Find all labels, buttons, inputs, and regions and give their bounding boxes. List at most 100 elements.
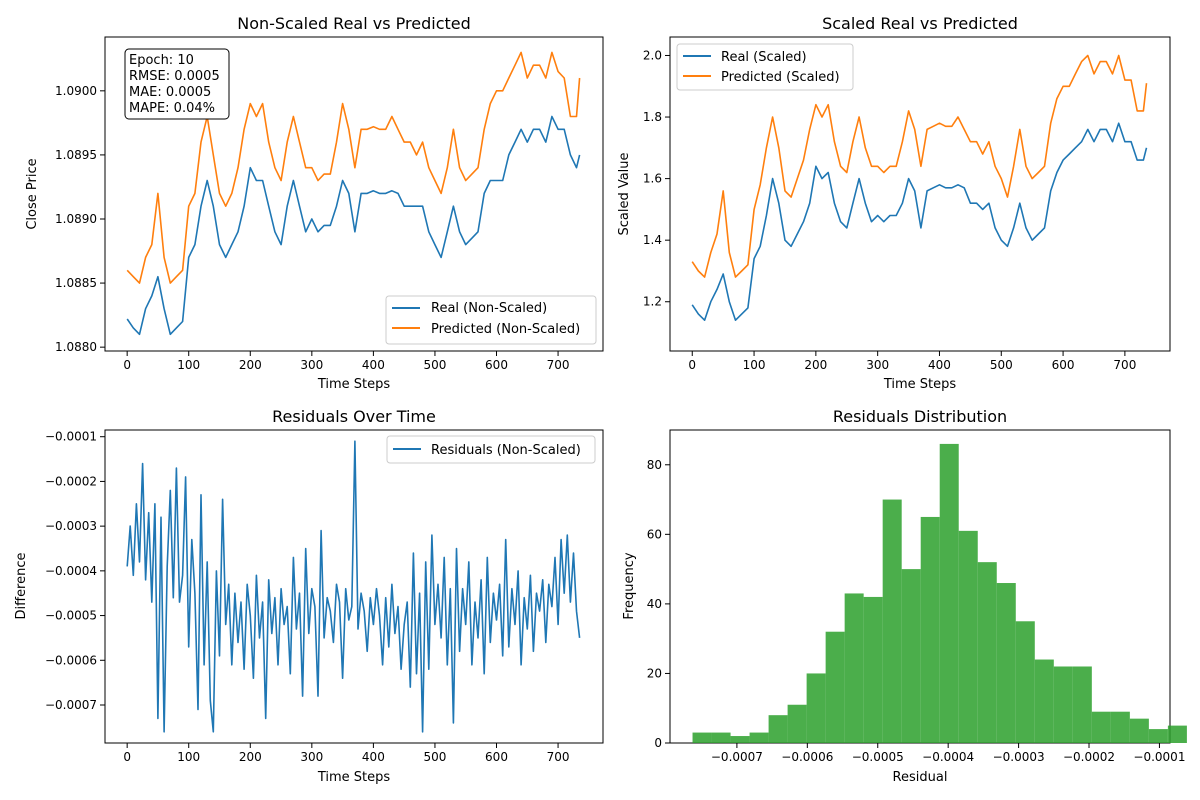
series-line-real-scaled [691,122,1148,322]
histogram-bar [1072,666,1092,743]
x-tick-label: 500 [423,358,446,372]
metrics-annotation: Epoch: 10 RMSE: 0.0005 MAE: 0.0005 MAPE:… [124,48,230,120]
x-tick-label: −0.0001 [1133,750,1185,764]
histogram-bar [1129,718,1149,743]
y-tick-label: −0.0001 [45,430,97,444]
y-tick-label: −0.0004 [45,564,97,578]
x-tick-label: 200 [239,750,262,764]
histogram-bar [825,631,845,743]
legend-label-predicted: Predicted (Non-Scaled) [431,322,580,337]
y-tick-label: 40 [647,597,662,611]
legend-label-real: Real (Non-Scaled) [431,301,547,316]
x-tick-label: 700 [547,358,570,372]
plot-frame [104,36,604,352]
x-tick-label: 700 [1113,358,1136,372]
histogram-bar [768,715,788,743]
x-axis-label: Time Steps [883,377,957,392]
legend-label-predicted: Predicted (Scaled) [721,70,840,85]
x-tick-label: 400 [362,358,385,372]
x-tick-label: −0.0004 [922,750,974,764]
y-tick-label: −0.0002 [45,474,97,488]
histogram-bar [787,704,807,743]
y-axis-label: Difference [14,552,29,619]
x-axis-label: Residual [893,770,948,785]
y-tick-label: 2.0 [643,48,662,62]
x-tick-label: 600 [485,358,508,372]
x-tick-label: 500 [423,750,446,764]
legend-label-residuals: Residuals (Non-Scaled) [431,443,581,458]
legend-box [385,295,597,345]
x-tick-label: −0.0006 [781,750,833,764]
y-tick-label: 1.2 [643,295,662,309]
histogram-bar [958,530,978,743]
chart-title: Non-Scaled Real vs Predicted [237,14,471,33]
y-tick-label: −0.0005 [45,609,97,623]
annotation-rmse: RMSE: 0.0005 [129,69,220,84]
series-line-real-non-scaled [126,115,581,336]
y-tick-label: 1.8 [643,110,662,124]
y-axis-label: Scaled Value [617,152,632,235]
x-tick-label: 0 [688,358,696,372]
histogram-bar [1167,725,1187,743]
y-tick-label: 1.4 [643,233,662,247]
legend-box [386,435,596,464]
histogram-bar [844,593,864,743]
x-tick-label: 400 [928,358,951,372]
histogram-bar [977,562,997,743]
y-axis-label: Close Price [25,158,40,229]
y-tick-label: 20 [647,666,662,680]
x-tick-label: 300 [300,750,323,764]
histogram-bar [749,732,769,743]
chart-title: Residuals Over Time [272,407,436,426]
x-tick-label: 200 [239,358,262,372]
x-axis-label: Time Steps [317,377,391,392]
legend: Real (Scaled) Predicted (Scaled) [676,43,854,91]
y-tick-label: −0.0007 [45,698,97,712]
annotation-mape: MAPE: 0.04% [129,101,215,116]
legend-box [676,43,854,91]
x-tick-label: 400 [362,750,385,764]
y-tick-label: 80 [647,458,662,472]
x-tick-label: 0 [123,358,131,372]
x-tick-label: −0.0003 [993,750,1045,764]
histogram-bar [711,732,731,743]
x-tick-label: 300 [300,358,323,372]
legend: Residuals (Non-Scaled) [386,435,596,464]
y-axis-label: Frequency [622,552,637,619]
histogram-bar [730,736,750,743]
histogram-bar [901,569,921,743]
histogram-bar [806,673,826,743]
y-tick-label: −0.0006 [45,653,97,667]
panel-scaled: Scaled Real vs Predicted Time Steps Scal… [617,14,1171,392]
panel-residuals-distribution: Residuals Distribution Residual Frequenc… [622,407,1187,785]
x-tick-label: 500 [990,358,1013,372]
plot-frame [669,36,1171,352]
histogram-bar [996,583,1016,743]
annotation-mae: MAE: 0.0005 [129,85,211,100]
legend: Real (Non-Scaled) Predicted (Non-Scaled) [385,295,597,345]
y-tick-label: 1.0900 [55,84,97,98]
y-tick-label: 1.0890 [55,212,97,226]
series-line-residuals-non-scaled [126,440,581,733]
x-tick-label: 600 [485,750,508,764]
histogram-bar [920,516,940,743]
histogram-bar [1110,711,1130,743]
annotation-box [124,48,230,120]
x-tick-label: −0.0005 [852,750,904,764]
histogram-bar [1015,621,1035,743]
y-tick-label: 60 [647,527,662,541]
histogram-bar [863,596,883,743]
x-tick-label: 100 [177,750,200,764]
x-tick-label: 700 [547,750,570,764]
y-tick-label: 1.0880 [55,340,97,354]
histogram-bar [1091,711,1111,743]
y-tick-label: 1.6 [643,172,662,186]
y-tick-label: 0 [654,736,662,750]
histogram-bar [882,499,902,743]
panel-residuals-over-time: Residuals Over Time Time Steps Differenc… [14,407,604,785]
series-line-predicted-non-scaled [126,51,581,284]
x-tick-label: 200 [804,358,827,372]
y-tick-label: 1.0885 [55,276,97,290]
annotation-epoch: Epoch: 10 [129,53,194,68]
